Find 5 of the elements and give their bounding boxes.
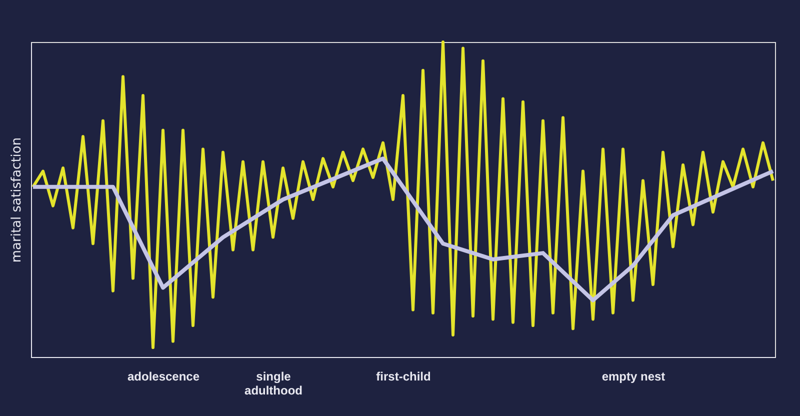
x-tick-label: adolescence	[127, 370, 200, 384]
x-tick-label: single adulthood	[244, 370, 302, 398]
x-tick-label: empty nest	[602, 370, 666, 384]
y-axis-title: marital satisfaction	[10, 137, 24, 263]
x-tick-label: first-child	[376, 370, 431, 384]
